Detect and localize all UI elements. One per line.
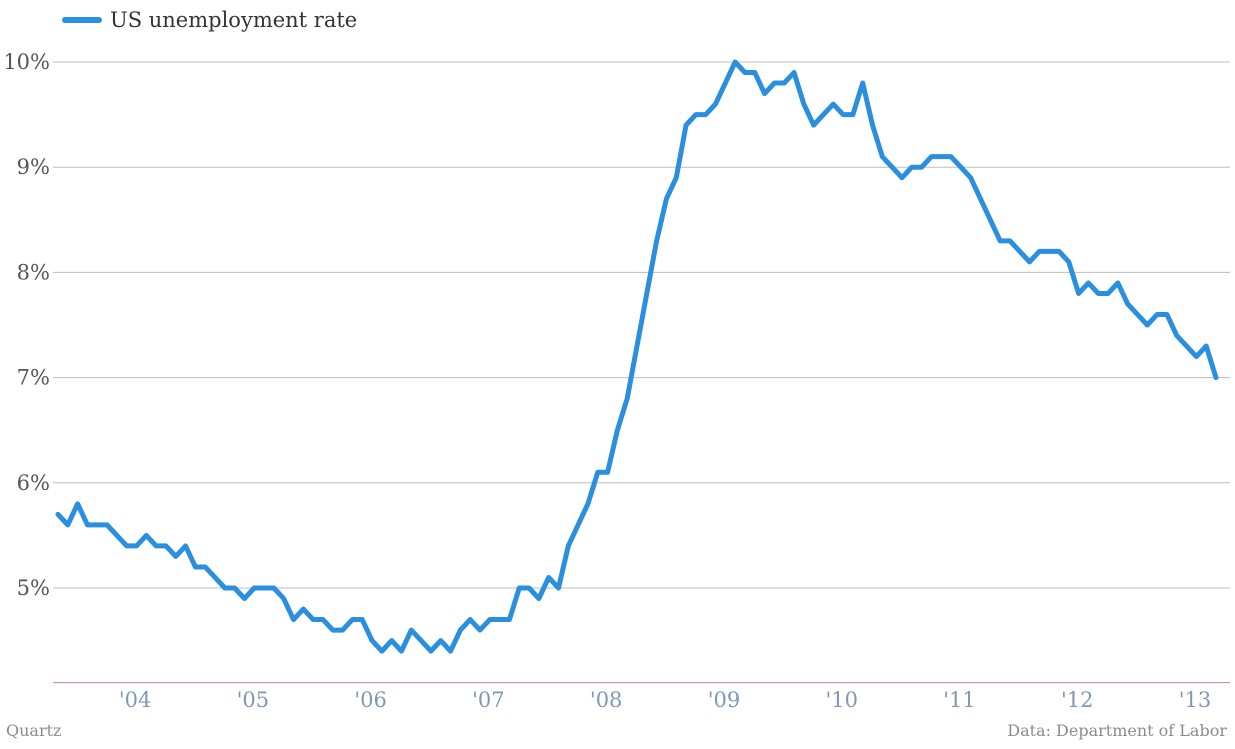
y-tick-label: 8% — [17, 260, 50, 284]
x-tick-label: '10 — [825, 688, 858, 712]
y-tick-label: 5% — [17, 576, 50, 600]
x-tick-labels: '04 '05 '06 '07 '08 '09 '10 '11 '12 '13 — [119, 688, 1211, 712]
legend-label: US unemployment rate — [110, 8, 358, 32]
series-line-unemployment — [55, 59, 1219, 654]
series-layer — [55, 59, 1219, 654]
legend-swatch — [62, 17, 102, 23]
legend: US unemployment rate — [62, 4, 357, 36]
x-tick-label: '12 — [1061, 688, 1094, 712]
x-tick-label: '13 — [1179, 688, 1212, 712]
x-tick-label: '07 — [472, 688, 505, 712]
footer-source: Data: Department of Labor — [1007, 721, 1227, 740]
y-tick-label: 6% — [17, 471, 50, 495]
x-tick-label: '04 — [119, 688, 151, 712]
y-tick-label: 7% — [17, 366, 50, 390]
y-tick-label: 9% — [17, 155, 50, 179]
x-tick-label: '09 — [708, 688, 741, 712]
x-tick-label: '05 — [237, 688, 270, 712]
x-tick-label: '11 — [943, 688, 976, 712]
y-tick-label: 10% — [3, 50, 50, 74]
footer-brand: Quartz — [6, 721, 62, 740]
x-tick-label: '06 — [354, 688, 387, 712]
grid-lines — [53, 61, 1230, 589]
x-tick-label: '08 — [590, 688, 623, 712]
y-tick-labels: 5% 6% 7% 8% 9% 10% — [3, 50, 50, 600]
